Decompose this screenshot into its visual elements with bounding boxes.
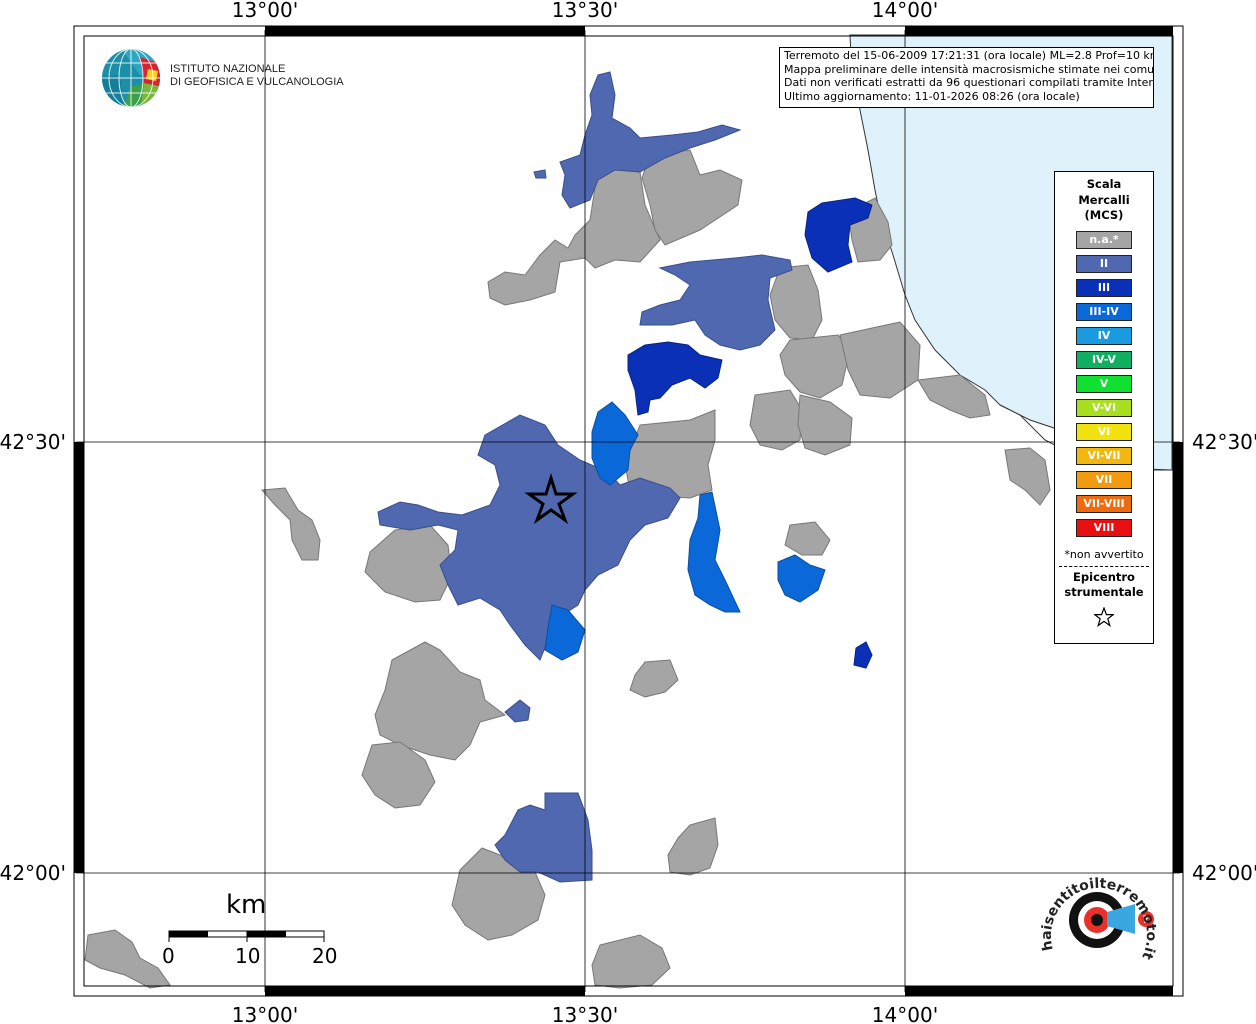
scale-unit: km: [226, 890, 267, 920]
legend-title-line1: Scala: [1086, 177, 1122, 191]
legend-epicenter-line1: Epicentro: [1073, 569, 1135, 584]
left-label-42-30: 42°30': [0, 430, 66, 454]
right-label-42-30: 42°30': [1192, 430, 1256, 454]
legend-class-0: n.a.*: [1076, 230, 1132, 249]
bottom-label-14-00: 14°00': [872, 1003, 938, 1024]
last-update: Ultimo aggiornamento: 11-01-2026 08:26 (…: [784, 89, 1080, 103]
legend-star-icon: [1092, 605, 1116, 627]
legend-title-line2: Mercalli: [1078, 192, 1130, 207]
legend-class-6: V: [1076, 374, 1132, 393]
scale-bar: [168, 930, 325, 942]
right-label-42-00: 42°00': [1192, 861, 1256, 885]
graticule: [76, 30, 1180, 992]
epicenter-star-icon: [524, 472, 578, 525]
legend-class-7: V-VI: [1076, 398, 1132, 417]
legend-class-8: VI: [1076, 422, 1132, 441]
legend-swatches: n.a.* II III III-IV IV IV-V V V-VI VI VI-VII VII VI…: [1055, 230, 1153, 537]
ingv-logo: [100, 47, 320, 111]
scale-tick-10: 10: [235, 944, 261, 968]
legend-class-2: III: [1076, 278, 1132, 297]
map-description: Mappa preliminare delle intensità macros…: [784, 62, 1154, 76]
top-label-13-30: 13°30': [552, 0, 618, 22]
ingv-name-line2: DI GEOFISICA E VULCANOLOGIA: [170, 76, 344, 88]
svg-text:?: ?: [1143, 913, 1149, 926]
scale-tick-0: 0: [162, 944, 175, 968]
event-info-box: Terremoto del 15-06-2009 17:21:31 (ora l…: [779, 47, 1154, 108]
legend-epicenter: Epicentro strumentale: [1055, 570, 1153, 601]
municipalities-intensity-iii-iv: [544, 401, 826, 661]
top-label-13-00: 13°00': [232, 0, 298, 22]
legend-separator: [1059, 565, 1149, 567]
ingv-name: ISTITUTO NAZIONALE DI GEOFISICA E VULCAN…: [170, 63, 344, 89]
legend-class-12: VIII: [1076, 518, 1132, 537]
legend-class-1: II: [1076, 254, 1132, 273]
legend-title-line3: (MCS): [1084, 208, 1124, 222]
legend-epicenter-line2: strumentale: [1064, 585, 1144, 599]
legend-class-9: VI-VII: [1076, 446, 1132, 465]
ingv-globe-icon: [102, 49, 160, 107]
legend-class-3: III-IV: [1076, 302, 1132, 321]
ingv-name-line1: ISTITUTO NAZIONALE: [170, 63, 286, 75]
left-label-42-00: 42°00': [0, 861, 66, 885]
legend-star: [1055, 605, 1153, 631]
haisentito-logo-icon: ? haisentitoilterremoto.it: [1039, 876, 1159, 962]
legend-title: Scala Mercalli (MCS): [1055, 177, 1153, 224]
legend-class-10: VII: [1076, 470, 1132, 489]
scale-tick-20: 20: [312, 944, 338, 968]
municipalities-not-felt: [84, 149, 1051, 989]
mcs-legend: Scala Mercalli (MCS) n.a.* II III III-IV IV I…: [1054, 171, 1154, 644]
haisentito-logo: ? haisentitoilterremoto.it: [1035, 860, 1165, 975]
municipalities-intensity-iii: [627, 197, 873, 669]
legend-class-5: IV-V: [1076, 350, 1132, 369]
map-frame: [73, 25, 1184, 997]
legend-class-11: VII-VIII: [1076, 494, 1132, 513]
top-label-14-00: 14°00': [872, 0, 938, 22]
bottom-label-13-30: 13°30': [552, 1003, 618, 1024]
data-disclaimer: Dati non verificati estratti da 96 quest…: [784, 76, 1154, 89]
legend-class-4: IV: [1076, 326, 1132, 345]
bottom-label-13-00: 13°00': [232, 1003, 298, 1024]
event-line: Terremoto del 15-06-2009 17:21:31 (ora l…: [784, 49, 1154, 62]
legend-note: *non avvertito: [1064, 547, 1144, 561]
